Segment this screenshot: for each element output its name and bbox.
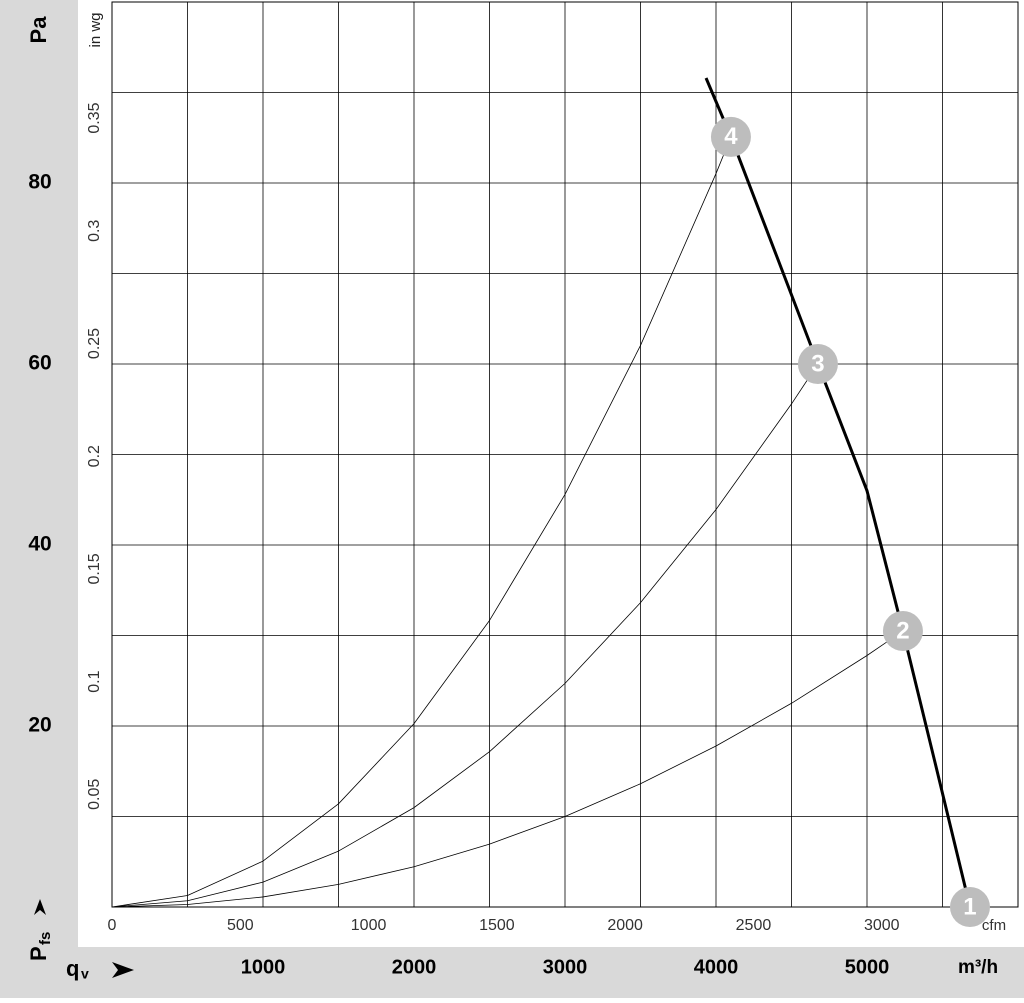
marker-label: 1 (963, 893, 976, 920)
x2-tick-label: 2000 (607, 917, 643, 934)
y2-tick-label: 0.15 (86, 553, 103, 584)
x-tick-label: 1000 (241, 956, 286, 978)
x2-label: cfm (982, 917, 1006, 934)
y-tick-label: 80 (28, 171, 51, 194)
left-band (0, 0, 78, 998)
y-arrow (34, 899, 46, 915)
x-tick-label: 2000 (392, 956, 437, 978)
x2-tick-label: 3000 (864, 917, 900, 934)
marker-label: 4 (724, 123, 738, 150)
x2-tick-label: 500 (227, 917, 254, 934)
x-label: m³/h (958, 957, 998, 978)
x2-tick-label: 1000 (351, 917, 387, 934)
point-marker (710, 116, 751, 157)
series-line (704, 77, 972, 908)
point-marker (882, 610, 923, 651)
y2-tick-label: 0.3 (86, 220, 103, 242)
y2-tick-label: 0.2 (86, 445, 103, 467)
y-tick-label: 40 (28, 533, 51, 556)
x-symbol: q (66, 956, 79, 981)
y2-label: in wg (87, 12, 104, 47)
x-tick-label: 5000 (845, 956, 890, 978)
x-arrow (112, 962, 134, 978)
x-symbol-sub: v (81, 966, 89, 982)
y2-tick-label: 0.35 (86, 102, 103, 133)
y-tick-label: 60 (28, 352, 51, 375)
series-line (111, 363, 819, 908)
y-axis-symbol: P fs (26, 899, 54, 961)
plot-frame (111, 1, 1019, 908)
y-symbol-sub: fs (37, 932, 54, 945)
marker-label: 3 (811, 350, 824, 377)
y-label: Pa (26, 16, 51, 44)
bottom-band (0, 947, 1024, 998)
series-line (111, 136, 732, 908)
series-line (111, 630, 904, 908)
y2-tick-label: 0.05 (86, 779, 103, 810)
x2-tick-label: 2500 (736, 917, 772, 934)
x2-tick-label: 0 (108, 917, 117, 934)
y2-tick-label: 0.25 (86, 328, 103, 359)
y-symbol: P (26, 946, 51, 961)
marker-label: 2 (896, 617, 909, 644)
x-tick-label: 3000 (543, 956, 588, 978)
point-marker (949, 887, 990, 927)
y2-tick-label: 0.1 (86, 670, 103, 692)
y-tick-label: 20 (28, 714, 51, 737)
x-tick-label: 4000 (694, 956, 739, 978)
x2-tick-label: 1500 (479, 917, 515, 934)
point-marker (797, 344, 838, 384)
